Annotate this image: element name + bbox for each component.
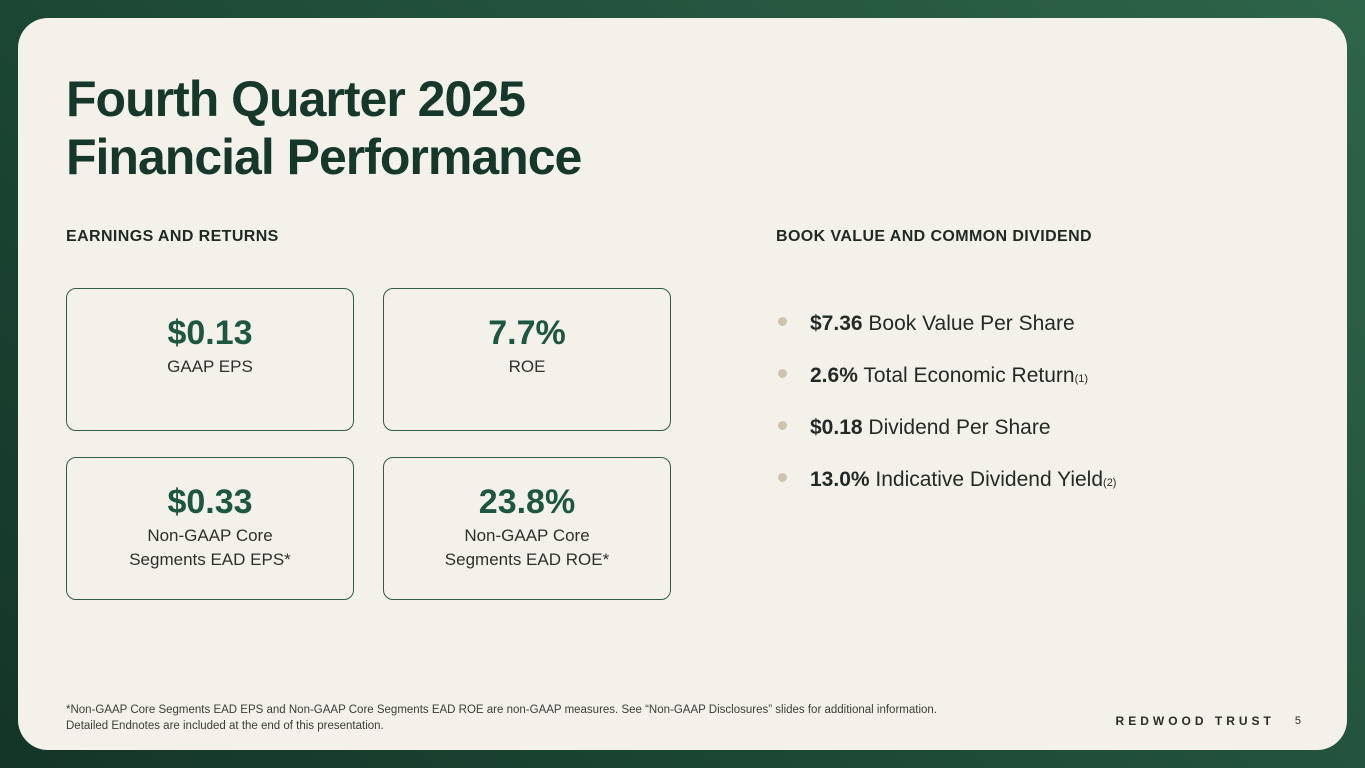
bullet-dot xyxy=(778,421,787,430)
footnote: *Non-GAAP Core Segments EAD EPS and Non-… xyxy=(66,702,937,734)
bullet-text: 13.0% Indicative Dividend Yield(2) xyxy=(810,466,1116,497)
bullet-value: $0.18 xyxy=(810,416,863,439)
stat-card-gaap-eps: $0.13 GAAP EPS xyxy=(66,288,354,431)
stat-value: $0.33 xyxy=(167,483,253,521)
slide-canvas: Fourth Quarter 2025 Financial Performanc… xyxy=(18,18,1347,750)
bullet-item-economic-return: 2.6% Total Economic Return(1) xyxy=(776,362,1116,390)
bullet-label: Dividend Per Share xyxy=(862,416,1051,439)
bullet-value: $7.36 xyxy=(810,312,863,335)
page-title: Fourth Quarter 2025 Financial Performanc… xyxy=(66,70,582,186)
bullet-value: 2.6% xyxy=(810,364,858,387)
redwood-trust-logo: REDWOOD TRUST xyxy=(1115,714,1275,728)
bullet-endnote-marker: (2) xyxy=(1103,477,1117,489)
stat-value: 23.8% xyxy=(478,483,576,521)
book-value-section-heading: BOOK VALUE AND COMMON DIVIDEND xyxy=(776,228,1092,245)
earnings-stat-cards: $0.13 GAAP EPS 7.7% ROE $0.33 Non-GAAP C… xyxy=(66,288,671,600)
bullet-label: Book Value Per Share xyxy=(862,312,1075,335)
bullet-item-dividend-yield: 13.0% Indicative Dividend Yield(2) xyxy=(776,466,1116,494)
bullet-text: $7.36 Book Value Per Share xyxy=(810,310,1075,341)
stat-card-roe: 7.7% ROE xyxy=(383,288,671,431)
stat-label: Non-GAAP Core Segments EAD EPS* xyxy=(129,526,291,569)
page-title-line-1: Fourth Quarter 2025 xyxy=(66,71,526,127)
bullet-label: Indicative Dividend Yield xyxy=(869,468,1104,491)
bullet-endnote-marker: (1) xyxy=(1074,373,1089,385)
stat-value: $0.13 xyxy=(167,314,253,352)
bullet-dot xyxy=(778,369,787,378)
bullet-value: 13.0% xyxy=(810,468,870,491)
footnote-line-2: Detailed Endnotes are included at the en… xyxy=(66,720,384,732)
page-title-line-2: Financial Performance xyxy=(66,129,582,185)
stat-label: GAAP EPS xyxy=(167,357,253,376)
book-value-bullet-list: $7.36 Book Value Per Share 2.6% Total Ec… xyxy=(776,310,1116,518)
bullet-item-book-value: $7.36 Book Value Per Share xyxy=(776,310,1116,338)
earnings-section-heading: EARNINGS AND RETURNS xyxy=(66,228,279,245)
stat-value: 7.7% xyxy=(488,314,566,352)
stat-label: Non-GAAP Core Segments EAD ROE* xyxy=(444,526,610,569)
stat-card-ead-roe: 23.8% Non-GAAP Core Segments EAD ROE* xyxy=(383,457,671,600)
page-number: 5 xyxy=(1294,715,1301,727)
bullet-dot xyxy=(778,317,787,326)
stat-label: ROE xyxy=(508,357,546,376)
bullet-text: 2.6% Total Economic Return(1) xyxy=(810,362,1088,393)
bullet-dot xyxy=(778,473,787,482)
bullet-item-dividend-per-share: $0.18 Dividend Per Share xyxy=(776,414,1116,442)
bullet-label: Total Economic Return xyxy=(857,364,1075,387)
stat-card-ead-eps: $0.33 Non-GAAP Core Segments EAD EPS* xyxy=(66,457,354,600)
footnote-line-1: *Non-GAAP Core Segments EAD EPS and Non-… xyxy=(66,704,937,716)
footer: REDWOOD TRUST 5 xyxy=(1116,714,1301,728)
bullet-text: $0.18 Dividend Per Share xyxy=(810,414,1051,445)
